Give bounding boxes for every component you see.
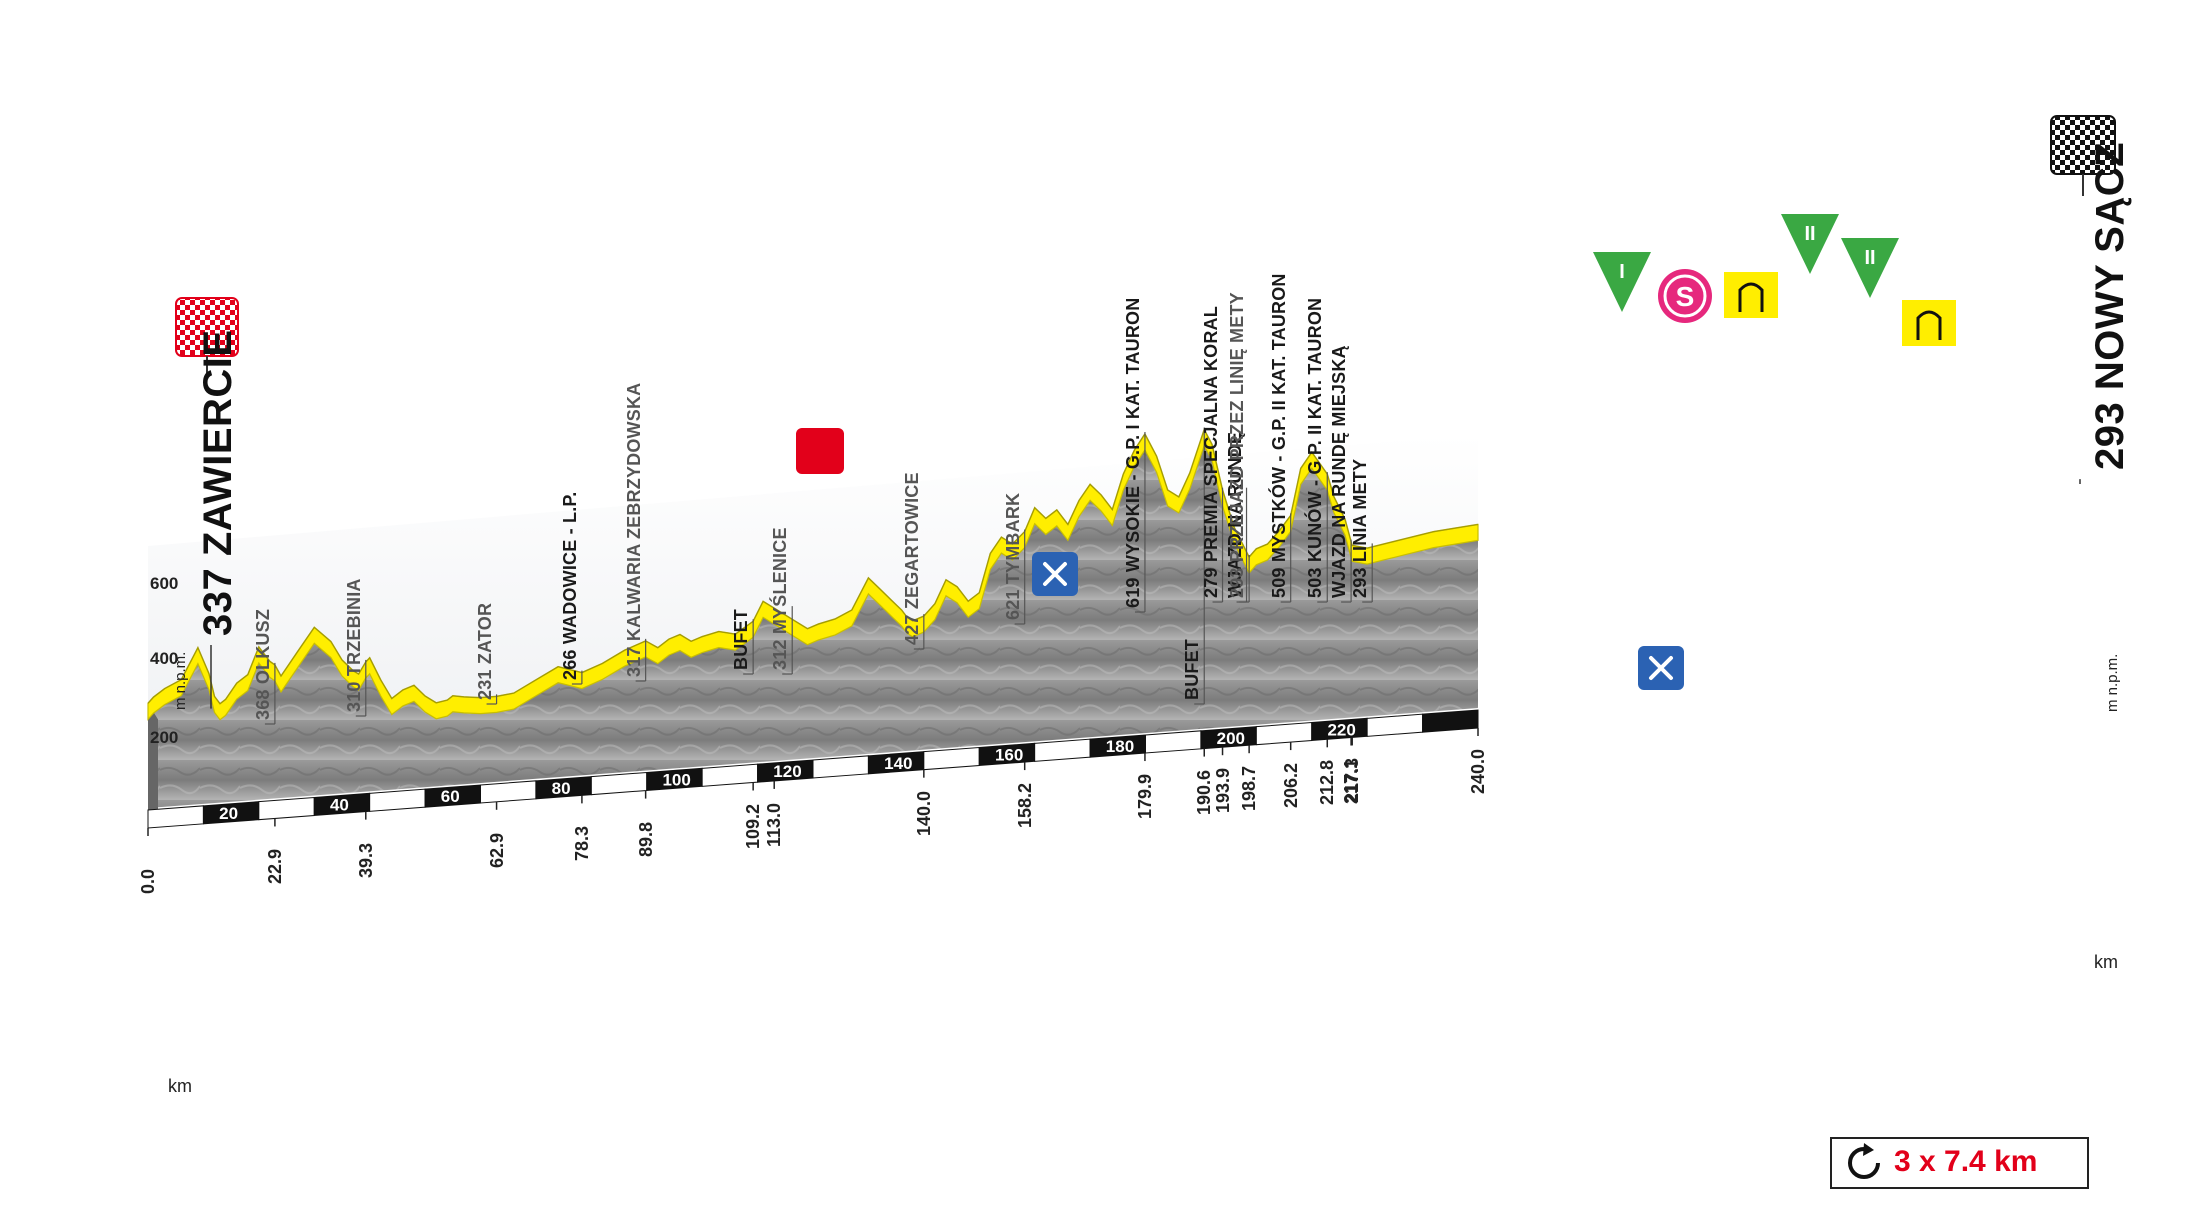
cutlery-glyph <box>1649 656 1673 680</box>
distance-bar-segment <box>480 780 537 804</box>
checkpoint-label: 231 ZATOR <box>474 602 495 700</box>
start-town-label: 337 ZAWIERCIE <box>196 329 240 636</box>
checkpoint-label: 293 PRZEJAZD PRZEZ LINIĘ METY <box>1227 292 1248 598</box>
km-marker-label: 198.7 <box>1239 766 1260 812</box>
distance-tick-label: 200 <box>1217 729 1245 748</box>
km-marker-label: 78.3 <box>571 826 592 862</box>
checkpoint-label: BUFET <box>731 609 752 670</box>
circuit-icon <box>1724 272 1778 318</box>
checkpoint-label: 509 MYSTKÓW - G.P. II KAT. TAURON <box>1268 273 1289 598</box>
km-marker-label: 0.0 <box>138 868 158 894</box>
y-tick-label: 600 <box>150 574 179 593</box>
distance-tick-label: 80 <box>552 779 571 798</box>
distance-tick-label: 180 <box>1106 737 1134 756</box>
x-unit-label-left: km <box>168 1076 192 1096</box>
distance-bar-segment <box>923 746 980 771</box>
climb-category-label: II <box>1804 223 1815 245</box>
y-tick-label: 200 <box>150 728 179 747</box>
checkpoint-label: BUFET <box>1182 639 1203 700</box>
finish-town-label: 293 NOWY SĄCZ <box>2088 141 2132 470</box>
y-tick-label: 400 <box>150 649 179 668</box>
special-premium-ring <box>1663 274 1707 318</box>
x-unit-label-right: km <box>2094 952 2118 972</box>
checkpoint-label: 279 PREMIA SPECJALNA KORAL <box>1200 306 1221 598</box>
checkpoint-label: 619 WYSOKIE - G.P. I KAT. TAURON <box>1122 297 1143 608</box>
km-marker-label: 158.2 <box>1014 783 1035 829</box>
distance-bar-segment <box>1422 709 1479 733</box>
distance-axis-bar: 20 40 60 80 100 120 140 160 180 200 220 <box>147 709 1479 836</box>
sprint-icon <box>796 428 844 474</box>
distance-tick-label: 100 <box>662 770 690 789</box>
circuit-glyph <box>1738 282 1764 312</box>
km-marker-label: 193.9 <box>1212 768 1233 814</box>
checkpoint-label: 293 LINIA METY <box>1350 458 1371 598</box>
distance-tick-label: 120 <box>773 762 801 781</box>
km-marker-label: 39.3 <box>355 842 376 878</box>
checkpoint-label: 503 KUNÓW - G.P. II KAT. TAURON <box>1305 297 1326 598</box>
cutlery-glyph <box>1043 562 1067 586</box>
distance-bar-segment <box>1255 721 1313 746</box>
distance-tick-label: 160 <box>995 745 1023 764</box>
km-marker-label: 140.0 <box>913 790 934 836</box>
distance-tick-label: 20 <box>219 804 238 823</box>
distance-tick-label: 60 <box>441 787 460 806</box>
km-marker-label: 89.8 <box>635 821 656 857</box>
km-marker-label: 179.9 <box>1134 773 1155 820</box>
distance-bar-segment <box>1145 730 1202 754</box>
y-unit-label-left: m n.p.m. <box>172 651 189 710</box>
climb-category-icon <box>1781 214 1839 274</box>
distance-tick-label: 220 <box>1327 720 1355 739</box>
climb-category-label: I <box>1619 261 1625 283</box>
checkpoint-label: 266 WADOWICE - L.P. <box>559 491 580 680</box>
loop-arrow-icon <box>1848 1143 1880 1179</box>
distance-bar-segment <box>701 763 759 787</box>
checkpoint-label: 310 TRZEBINIA <box>343 578 364 712</box>
distance-bar-segment <box>812 755 869 779</box>
km-marker-label: 206.2 <box>1280 763 1301 809</box>
distance-bar-segment <box>258 796 315 821</box>
checkpoint-label: WJAZD NA RUNDĘ MIEJSKĄ <box>1329 345 1350 598</box>
checkpoint-label: 312 MYŚLENICE <box>770 527 791 670</box>
y-unit-label-right: m n.p.m. <box>2104 653 2121 712</box>
laps-label: 3 x 7.4 km <box>1894 1145 2038 1178</box>
distance-tick-label: 140 <box>884 754 912 773</box>
climb-category-label: II <box>1864 247 1875 269</box>
distance-bar-segment <box>1034 738 1091 762</box>
checkpoint-label: 427 ZEGARTOWICE <box>901 472 922 645</box>
checkpoint-label: 368 OLKUSZ <box>252 608 273 720</box>
laps-box: 3 x 7.4 km <box>1830 1137 2089 1189</box>
climb-category-icon <box>1593 252 1651 312</box>
special-premium-label: S <box>1676 281 1695 312</box>
checkpoint-label: 621 TYMBARK <box>1002 492 1023 620</box>
checkpoint-leader-lines <box>210 427 2081 725</box>
circuit-glyph <box>1916 310 1942 340</box>
terrain-left-face <box>148 703 158 814</box>
circuit-icon <box>1902 300 1956 346</box>
distance-bar-segment <box>1366 713 1424 737</box>
km-marker-label: 240.0 <box>1468 748 1488 794</box>
km-marker-label: 212.8 <box>1317 760 1338 806</box>
elevation-line <box>147 427 1479 705</box>
climb-category-icon <box>1841 238 1899 298</box>
km-marker-label: 22.9 <box>264 849 285 885</box>
distance-bar-segment <box>147 805 204 829</box>
km-marker-label: 62.9 <box>486 832 507 868</box>
distance-bar-segment <box>369 788 426 812</box>
km-marker-label: 109.2 <box>743 803 764 849</box>
elevation-ribbon <box>147 427 1479 721</box>
km-marker-label: 113.0 <box>764 802 785 847</box>
km-marker-label: 217.3 <box>1342 758 1363 804</box>
checkpoint-label: 317 KALWARIA ZEBRZYDOWSKA <box>623 382 644 677</box>
distance-bar-segment <box>590 771 648 796</box>
distance-tick-label: 40 <box>330 795 349 814</box>
